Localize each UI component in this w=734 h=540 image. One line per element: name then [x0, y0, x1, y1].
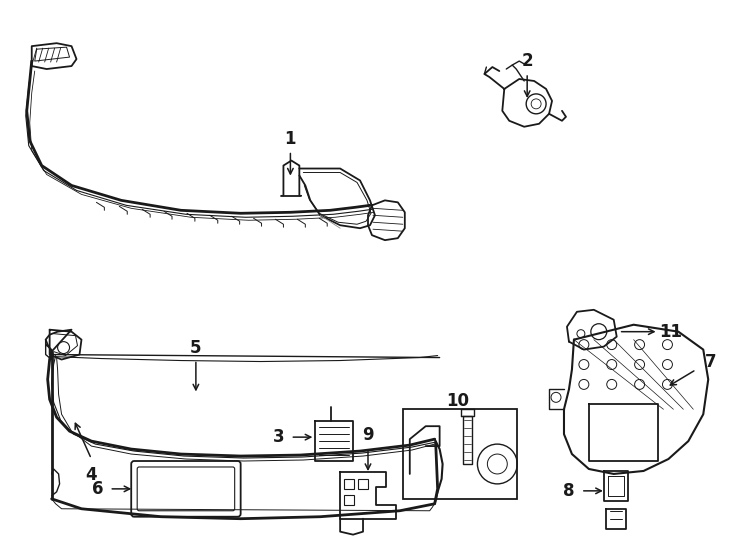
Text: 4: 4 — [86, 466, 97, 484]
Text: 11: 11 — [659, 323, 682, 341]
Bar — [344, 479, 354, 489]
Text: 7: 7 — [705, 353, 716, 370]
Bar — [403, 409, 517, 499]
Text: 9: 9 — [362, 426, 374, 444]
Text: 3: 3 — [272, 428, 284, 446]
Text: 8: 8 — [563, 482, 575, 500]
Bar — [344, 495, 354, 505]
Text: 1: 1 — [285, 130, 296, 147]
Bar — [358, 479, 368, 489]
Text: 2: 2 — [521, 52, 533, 70]
Text: 10: 10 — [446, 393, 469, 410]
Text: 6: 6 — [92, 480, 103, 498]
Text: 5: 5 — [190, 339, 202, 356]
